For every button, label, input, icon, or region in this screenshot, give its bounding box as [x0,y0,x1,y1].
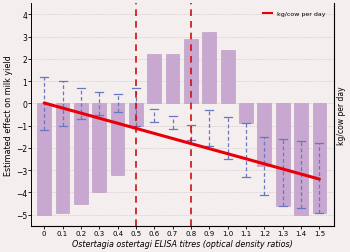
Legend: kg/cow per day: kg/cow per day [260,10,328,20]
X-axis label: Ostertagia ostertagi ELISA titres (optical density ratios): Ostertagia ostertagi ELISA titres (optic… [72,239,293,248]
Y-axis label: Estimated effect on milk yield: Estimated effect on milk yield [4,55,13,175]
Bar [239,104,253,124]
Bar [313,104,326,213]
Bar [56,104,69,213]
Bar [258,104,271,166]
Bar [276,104,289,206]
Bar [202,33,216,104]
Bar [111,104,125,175]
Bar [294,104,308,215]
Bar [129,104,143,126]
Bar [74,104,88,204]
Y-axis label: kg/cow per day: kg/cow per day [337,86,346,144]
Bar [221,51,234,104]
Bar [184,40,198,104]
Bar [37,104,51,215]
Bar [166,55,180,104]
Bar [92,104,106,193]
Bar [147,55,161,104]
